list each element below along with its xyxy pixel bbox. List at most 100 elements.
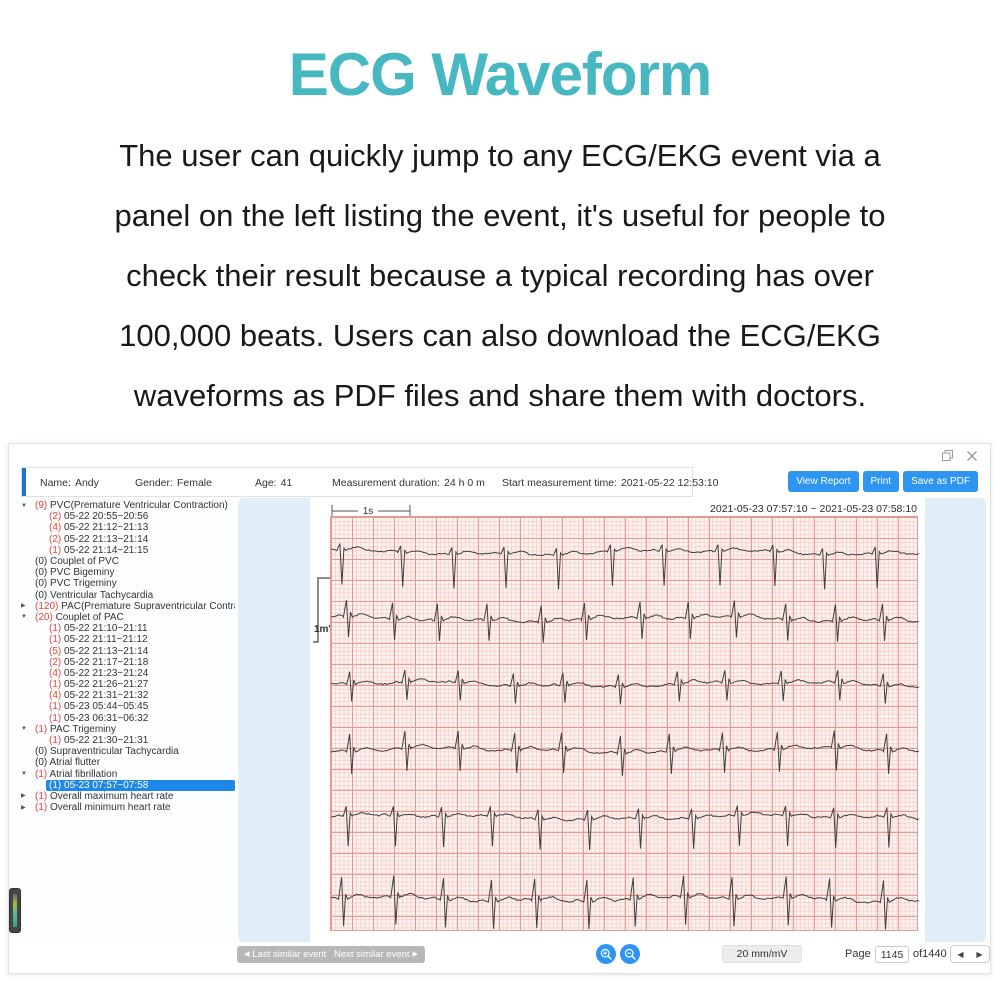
event-label: (1) PAC Trigeminy	[35, 723, 116, 735]
event-tree-subitem[interactable]: (1) 05-22 21:26~21:27	[11, 679, 235, 690]
event-tree-subitem[interactable]: (1) 05-23 05:44~05:45	[11, 701, 235, 712]
edge-widget-indicator	[13, 894, 17, 927]
event-label: (1) Overall maximum heart rate	[35, 790, 174, 802]
event-label: (1) 05-22 21:26~21:27	[49, 679, 149, 691]
event-tree-item[interactable]: ▼ (1) Atrial fibrillation	[11, 769, 235, 780]
field-label: Gender:	[135, 477, 173, 489]
event-tree-item[interactable]: (0) Atrial flutter	[11, 757, 235, 768]
event-tree-item[interactable]: (0) Ventricular Tachycardia	[11, 590, 235, 601]
patient-field: Start measurement time: 2021-05-22 12:53:…	[502, 477, 718, 489]
description-line: 100,000 beats. Users can also download t…	[119, 318, 881, 353]
event-label: (1) 05-22 21:30~21:31	[49, 735, 149, 747]
event-tree-subitem[interactable]: (1) 05-22 21:30~21:31	[11, 735, 235, 746]
event-tree-subitem[interactable]: (1) 05-23 06:31~06:32	[11, 713, 235, 724]
expand-arrow-icon[interactable]: ▼	[21, 502, 27, 509]
description-line: The user can quickly jump to any ECG/EKG…	[119, 138, 881, 173]
ecg-trace-row-3	[331, 669, 919, 705]
page-total-label: of1440	[913, 948, 947, 960]
field-value: 2021-05-22 12:53:10	[620, 477, 719, 489]
description-line: panel on the left listing the event, it'…	[114, 198, 886, 233]
expand-arrow-icon[interactable]: ▼	[21, 771, 27, 778]
event-tree-subitem[interactable]: (4) 05-22 21:23~21:24	[11, 668, 235, 679]
event-label: (0) Supraventricular Tachycardia	[35, 746, 179, 758]
event-label: (1) Atrial fibrillation	[35, 768, 118, 780]
event-tree-subitem[interactable]: (1) 05-23 07:57~07:58	[11, 779, 235, 791]
event-label: (4) 05-22 21:12~21:13	[49, 522, 149, 534]
print-button[interactable]: Print	[862, 471, 900, 492]
patient-field: Gender: Female	[135, 477, 212, 489]
expand-arrow-icon[interactable]: ▶	[21, 804, 26, 811]
event-tree-subitem[interactable]: (5) 05-22 21:13~21:14	[11, 645, 235, 657]
description-line: check their result because a typical rec…	[126, 258, 874, 293]
save-as-pdf-button[interactable]: Save as PDF	[903, 471, 978, 492]
expand-arrow-icon[interactable]: ▼	[21, 726, 27, 733]
view-report-button[interactable]: View Report	[788, 471, 859, 492]
event-tree-item[interactable]: ▼ (9) PVC(Premature Ventricular Contracti…	[11, 500, 235, 511]
event-label: (5) 05-22 21:13~21:14	[49, 645, 149, 657]
restore-window-icon[interactable]	[941, 449, 954, 462]
event-tree-subitem[interactable]: (2) 05-22 21:17~21:18	[11, 657, 235, 668]
event-tree-subitem[interactable]: (4) 05-22 21:12~21:13	[11, 522, 235, 533]
event-label: (1) 05-23 06:31~06:32	[49, 712, 149, 724]
ecg-traces	[331, 543, 919, 930]
pager: ◀ ▶	[950, 945, 990, 963]
zoom-out-button[interactable]	[620, 944, 640, 964]
time-range-label: 2021-05-23 07:57:10 ~ 2021-05-23 07:58:1…	[710, 503, 917, 515]
close-window-icon[interactable]	[966, 450, 978, 462]
event-tree-subitem[interactable]: (4) 05-22 21:31~21:32	[11, 690, 235, 701]
page-number-input[interactable]	[875, 946, 909, 963]
time-scale-ruler: 1s	[330, 502, 412, 523]
previous-page-icon[interactable]: ◀	[957, 949, 964, 959]
event-label: (0) Couplet of PVC	[35, 556, 119, 568]
event-list-panel: ▼ (9) PVC(Premature Ventricular Contracti…	[11, 500, 235, 942]
event-tree-item[interactable]: (0) PVC Trigeminy	[11, 578, 235, 589]
expand-arrow-icon[interactable]: ▶	[21, 793, 26, 800]
magnifier-minus-icon	[624, 948, 636, 960]
ecg-trace-row-5	[331, 805, 919, 851]
event-tree-item[interactable]: (0) Couplet of PVC	[11, 556, 235, 567]
event-tree-subitem[interactable]: (2) 05-22 21:13~21:14	[11, 534, 235, 545]
event-label: (1) Overall minimum heart rate	[35, 802, 171, 814]
edge-widget[interactable]	[9, 888, 21, 933]
ecg-trace-row-6	[331, 875, 919, 930]
calibration-label: 1mV	[314, 624, 336, 635]
page-description: The user can quickly jump to any ECG/EKG…	[0, 126, 1000, 426]
event-label: (0) Ventricular Tachycardia	[35, 589, 154, 601]
zoom-in-button[interactable]	[596, 944, 616, 964]
event-label: (20) Couplet of PAC	[35, 611, 124, 623]
event-tree-item[interactable]: (0) Supraventricular Tachycardia	[11, 746, 235, 757]
window-controls	[941, 449, 978, 462]
field-label: Name:	[40, 477, 71, 489]
next-similar-event-button[interactable]: Next similar event ▶	[327, 946, 425, 963]
event-label: (4) 05-22 21:31~21:32	[49, 690, 149, 702]
toolbar: View Report Print Save as PDF	[788, 471, 978, 492]
right-arrow-icon: ▶	[412, 951, 418, 958]
page-title: ECG Waveform	[288, 41, 713, 108]
event-tree-item[interactable]: ▼ (1) PAC Trigeminy	[11, 724, 235, 735]
event-tree-subitem[interactable]: (1) 05-22 21:11~21:12	[11, 634, 235, 645]
event-tree-item[interactable]: ▶ (120) PAC(Premature Supraventricular Co…	[11, 601, 235, 612]
event-label: (1) 05-22 21:14~21:15	[49, 544, 149, 556]
last-similar-event-button[interactable]: ◀ Last similar event	[237, 946, 334, 963]
expand-arrow-icon[interactable]: ▶	[21, 603, 26, 610]
next-similar-event-label: Next similar event	[334, 949, 410, 960]
event-tree-subitem[interactable]: (1) 05-22 21:14~21:15	[11, 545, 235, 556]
ruler-label: 1s	[363, 506, 374, 517]
next-page-icon[interactable]: ▶	[976, 949, 983, 959]
ecg-trace-row-2	[331, 600, 919, 643]
event-label: (1) 05-23 07:57~07:58	[46, 779, 235, 791]
event-tree-item[interactable]: ▼ (20) Couplet of PAC	[11, 612, 235, 623]
field-label: Age:	[255, 477, 277, 489]
gain-selector[interactable]: 20 mm/mV	[722, 945, 802, 963]
event-tree-item[interactable]: (0) PVC Bigeminy	[11, 567, 235, 578]
event-label: (0) PVC Trigeminy	[35, 578, 117, 590]
page-label: Page	[845, 948, 871, 960]
event-tree-item[interactable]: ▶ (1) Overall minimum heart rate	[11, 802, 235, 813]
event-tree-item[interactable]: ▶ (1) Overall maximum heart rate	[11, 791, 235, 802]
event-tree-subitem[interactable]: (1) 05-22 21:10~21:11	[11, 623, 235, 634]
expand-arrow-icon[interactable]: ▼	[21, 614, 27, 621]
event-tree-subitem[interactable]: (2) 05-22 20:55~20:56	[11, 511, 235, 522]
description-line: waveforms as PDF files and share them wi…	[133, 378, 867, 413]
event-label: (2) 05-22 20:55~20:56	[49, 511, 149, 523]
